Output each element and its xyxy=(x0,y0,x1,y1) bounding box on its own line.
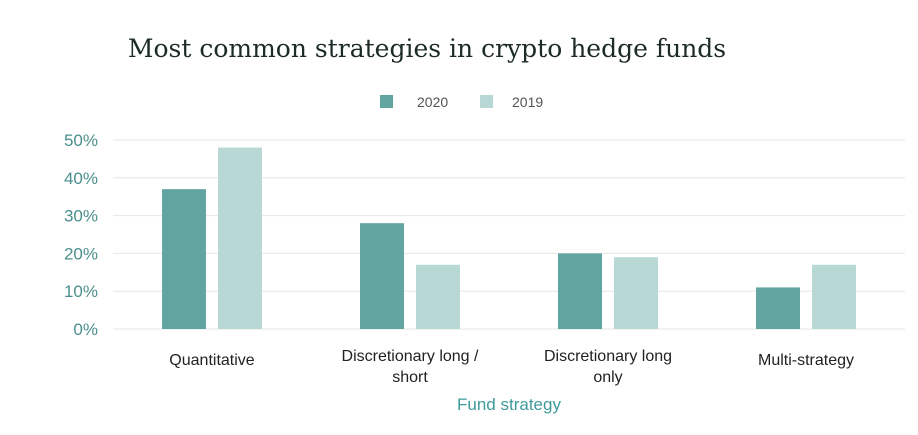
x-tick-label: Multi-strategy xyxy=(758,352,854,369)
bar-2019-2 xyxy=(614,257,658,329)
x-tick-label: Discretionary long only xyxy=(544,348,672,386)
y-tick-label: 30% xyxy=(64,207,98,226)
bar-2020-1 xyxy=(360,223,404,329)
legend: 2020 2019 xyxy=(380,94,543,110)
x-tick-label: Quantitative xyxy=(169,352,254,369)
bar-2019-0 xyxy=(218,147,262,329)
chart-title: Most common strategies in crypto hedge f… xyxy=(128,34,726,63)
x-tick-label: Discretionary long / short xyxy=(342,348,480,386)
y-tick-label: 20% xyxy=(64,244,98,263)
bar-2020-2 xyxy=(558,253,602,329)
x-axis-label: Fund strategy xyxy=(457,395,561,414)
legend-swatch-2020 xyxy=(380,95,393,108)
bar-2020-0 xyxy=(162,189,206,329)
x-axis-ticks: Quantitative Discretionary long / short Dis… xyxy=(169,348,854,386)
bar-2019-1 xyxy=(416,264,460,329)
y-tick-label: 50% xyxy=(64,131,98,150)
bar-2020-3 xyxy=(756,287,800,329)
y-axis-ticks: 0% 10% 20% 30% 40% 50% xyxy=(64,131,98,339)
y-tick-label: 40% xyxy=(64,169,98,188)
legend-label-2019: 2019 xyxy=(512,94,543,110)
y-tick-label: 10% xyxy=(64,282,98,301)
bars xyxy=(162,147,856,329)
legend-swatch-2019 xyxy=(480,95,493,108)
legend-label-2020: 2020 xyxy=(417,94,448,110)
y-tick-label: 0% xyxy=(73,320,98,339)
bar-2019-3 xyxy=(812,264,856,329)
